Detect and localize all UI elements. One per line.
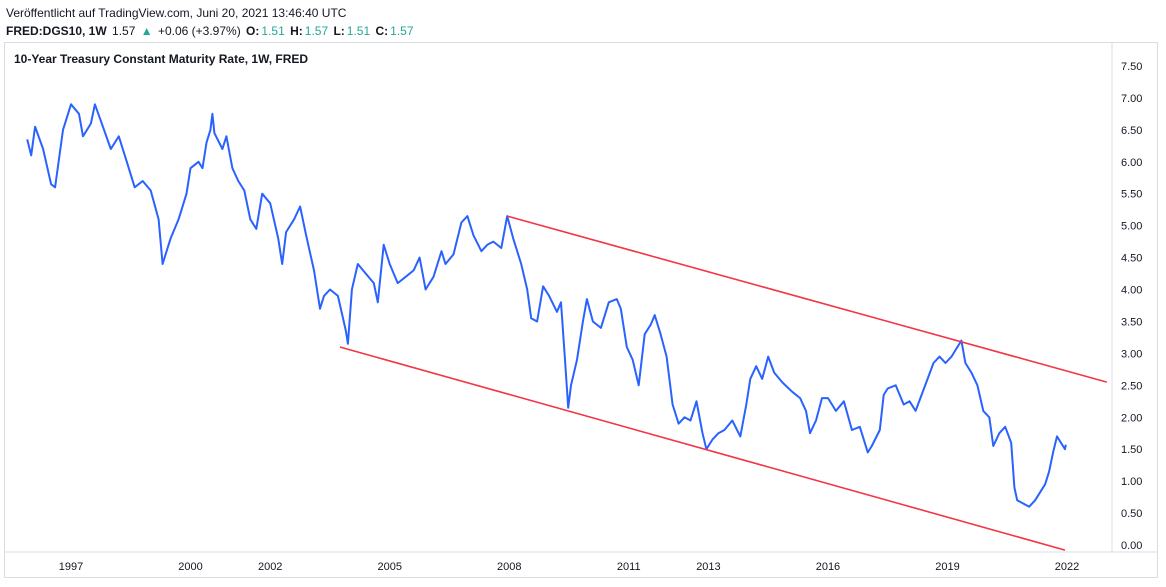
x-tick-label: 2011 [617,561,641,573]
axes: 7.50 7.00 6.50 6.00 5.50 5.00 4.50 4.00 3.50 3.00… [5,43,1157,573]
y-tick-label: 1.00 [1121,476,1142,488]
x-tick-label: 1997 [59,561,83,573]
chart-header: Veröffentlicht auf TradingView.com, Juni… [6,4,416,40]
y-tick-label: 0.50 [1121,508,1142,520]
y-tick-label: 6.50 [1121,125,1142,137]
yield-line [26,103,1067,508]
change-value: +0.06 (+3.97%) [157,24,241,38]
last-price: 1.57 [112,24,136,38]
x-tick-label: 2008 [497,561,521,573]
y-tick-label: 4.50 [1121,253,1142,265]
published-line: Veröffentlicht auf TradingView.com, Juni… [6,6,347,20]
y-tick-label: 0.00 [1121,540,1142,552]
y-tick-label: 4.00 [1121,285,1142,297]
y-tick-label: 3.00 [1121,348,1142,360]
y-tick-label: 1.50 [1121,444,1142,456]
open-label: O: [246,24,260,38]
y-tick-label: 3.50 [1121,316,1142,328]
x-tick-label: 2000 [178,561,202,573]
trend-line [506,215,1108,383]
y-tick-label: 2.00 [1121,412,1142,424]
chart-frame[interactable] [4,42,1158,578]
x-tick-label: 2013 [696,561,720,573]
y-tick-label: 7.50 [1121,61,1142,73]
x-tick-label: 2016 [816,561,840,573]
high-label: H: [290,24,303,38]
series-lines [26,103,1108,551]
high-value: 1.57 [304,24,329,38]
y-tick-label: 2.50 [1121,380,1142,392]
y-tick-label: 5.50 [1121,189,1142,201]
chart-title: 10-Year Treasury Constant Maturity Rate,… [14,52,309,66]
x-tick-label: 2005 [377,561,401,573]
x-tick-label: 2019 [935,561,959,573]
close-label: C: [375,24,389,38]
trend-line [339,346,1066,551]
x-tick-label: 2002 [258,561,282,573]
low-value: 1.51 [346,24,371,38]
up-arrow-icon: ▲ [140,24,153,38]
y-tick-label: 6.00 [1121,157,1142,169]
y-tick-label: 7.00 [1121,93,1142,105]
x-tick-label: 2022 [1055,561,1079,573]
low-label: L: [333,24,345,38]
close-value: 1.57 [390,24,414,38]
y-tick-label: 5.00 [1121,221,1142,233]
quote-line: FRED:DGS10, 1W 1.57 ▲ +0.06 (+3.97%) O: 1… [6,22,416,40]
ticker-label: FRED:DGS10, 1W [6,24,107,38]
open-value: 1.51 [261,24,285,38]
